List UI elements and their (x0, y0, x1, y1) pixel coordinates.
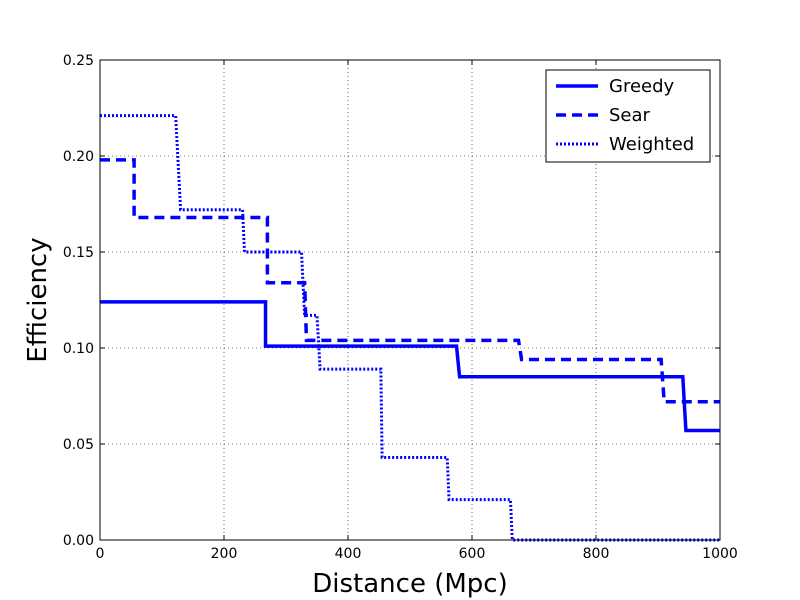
legend-label-greedy: Greedy (609, 76, 675, 97)
x-tick-label: 600 (459, 546, 486, 562)
y-tick-label: 0.10 (63, 341, 94, 357)
legend-label-sear: Sear (609, 105, 651, 126)
y-tick-label: 0.25 (63, 53, 94, 69)
y-tick-label: 0.20 (63, 149, 94, 165)
x-axis-label: Distance (Mpc) (312, 569, 507, 599)
x-tick-label: 1000 (702, 546, 738, 562)
y-tick-label: 0.00 (63, 533, 94, 549)
legend-label-weighted: Weighted (609, 134, 694, 155)
y-tick-label: 0.05 (63, 437, 94, 453)
y-tick-label: 0.15 (63, 245, 94, 261)
x-tick-label: 0 (96, 546, 105, 562)
x-tick-label: 400 (335, 546, 362, 562)
legend: Greedy Sear Weighted (546, 70, 710, 162)
y-axis-label: Efficiency (23, 237, 53, 362)
x-tick-label: 800 (583, 546, 610, 562)
x-tick-label: 200 (211, 546, 238, 562)
